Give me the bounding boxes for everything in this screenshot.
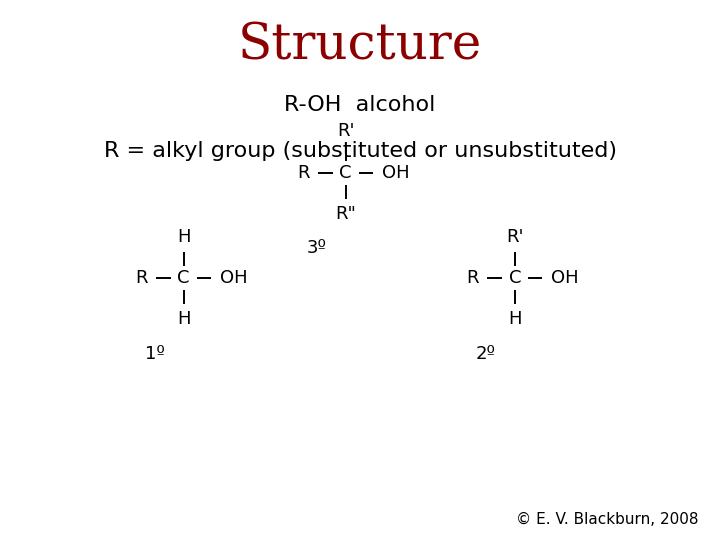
Text: R': R' xyxy=(506,228,523,246)
Text: OH: OH xyxy=(382,164,409,182)
Text: H: H xyxy=(508,310,521,328)
Text: R": R" xyxy=(336,205,356,223)
Text: C: C xyxy=(339,164,352,182)
Text: H: H xyxy=(177,310,190,328)
Text: OH: OH xyxy=(551,269,578,287)
Text: Structure: Structure xyxy=(238,21,482,71)
Text: R': R' xyxy=(337,123,354,140)
Text: 1º: 1º xyxy=(145,345,165,362)
Text: R: R xyxy=(297,164,310,182)
Text: 3º: 3º xyxy=(307,239,327,257)
Text: R = alkyl group (substituted or unsubstituted): R = alkyl group (substituted or unsubsti… xyxy=(104,141,616,161)
Text: C: C xyxy=(177,269,190,287)
Text: H: H xyxy=(177,228,190,246)
Text: R: R xyxy=(467,269,479,287)
Text: C: C xyxy=(508,269,521,287)
Text: 2º: 2º xyxy=(476,345,496,362)
Text: OH: OH xyxy=(220,269,247,287)
Text: R-OH  alcohol: R-OH alcohol xyxy=(284,95,436,116)
Text: © E. V. Blackburn, 2008: © E. V. Blackburn, 2008 xyxy=(516,511,698,526)
Text: R: R xyxy=(135,269,148,287)
